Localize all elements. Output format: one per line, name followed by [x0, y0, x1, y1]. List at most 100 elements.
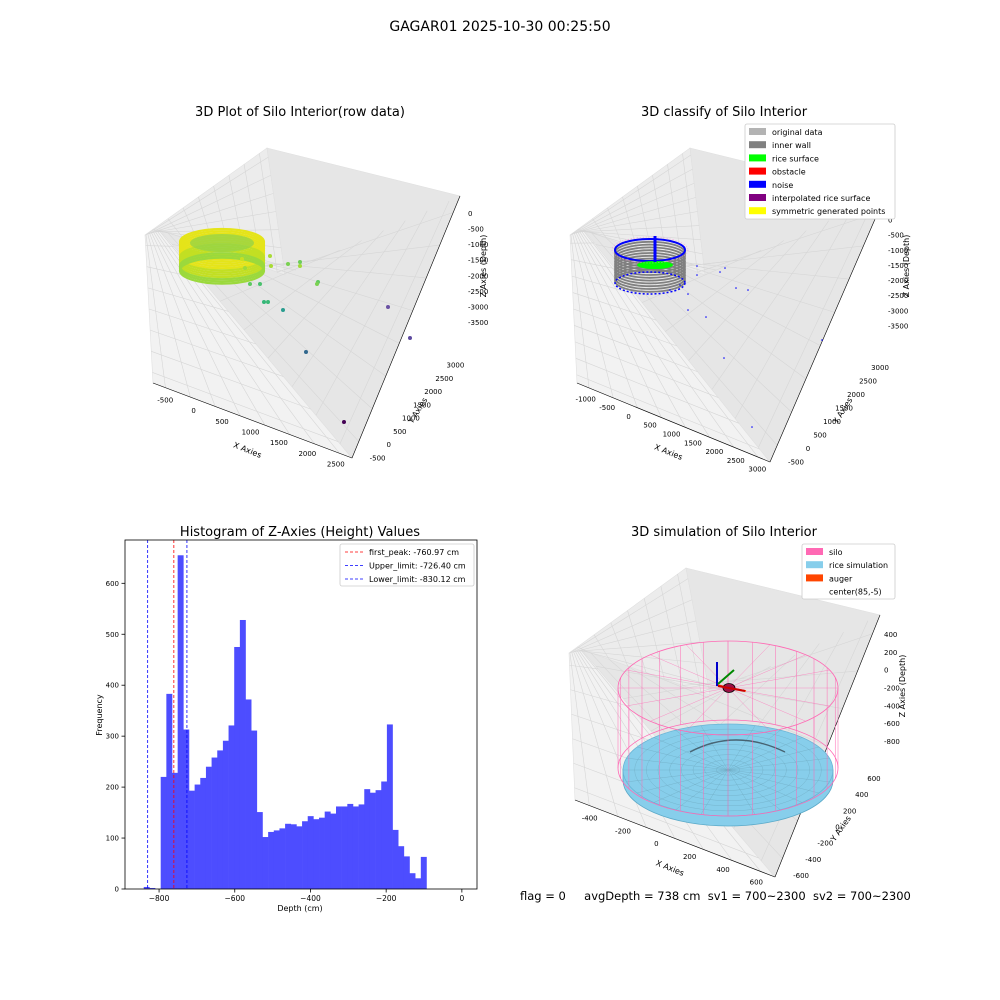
p2-legend-label: noise [772, 181, 793, 190]
p1-y-tick-label: 500 [393, 428, 406, 436]
p1-ring-inner [190, 234, 254, 252]
p4-legend-swatch [806, 548, 823, 555]
p4-axis-x [717, 685, 746, 692]
p1-y-tick-label: 2500 [435, 375, 453, 383]
histogram-bar [268, 831, 275, 889]
p2-grid-z [577, 229, 778, 446]
histogram-bar [279, 828, 286, 889]
p2-legend-swatch [749, 167, 766, 175]
p2-legend-label: inner wall [772, 141, 811, 150]
p2-y-tick-label: 2000 [847, 391, 865, 399]
p4-x-tick-label: -200 [615, 827, 631, 835]
histogram-bar [364, 789, 371, 889]
figure-title: GAGAR01 2025-10-30 00:25:50 [389, 19, 610, 35]
p1-scatter-point [268, 254, 272, 258]
histogram-bar [324, 811, 331, 889]
p2-legend-swatch [749, 194, 766, 201]
histogram-bar [347, 803, 354, 889]
p4-silo-roof-line [626, 687, 729, 707]
p1-grid-yw [219, 250, 340, 302]
histogram-bars [143, 555, 427, 889]
p4-rice-mesh-radial [727, 725, 756, 771]
p2-y-tick-label: 1500 [835, 404, 853, 412]
avg-depth-text: avgDepth = 738 cm [584, 889, 701, 903]
histogram-bar [228, 725, 235, 889]
p1-xlabel: X Axies [232, 440, 263, 459]
p2-z-tick-label: -2000 [888, 277, 908, 285]
p4-x-axis-line [574, 799, 776, 878]
histogram-bar [285, 823, 292, 889]
p4-silo-roof-line [727, 644, 771, 689]
p2-y-tick-label: 2500 [859, 377, 877, 385]
p4-y-tick-label: 200 [843, 807, 856, 815]
p1-scatter-point [258, 282, 262, 286]
p1-y-tick-label: 0 [386, 441, 390, 449]
p4-z-tick-label: 400 [884, 631, 897, 639]
p2-noise-point [687, 293, 689, 295]
p4-y-tick-label: 0 [835, 824, 839, 832]
histogram-bar [313, 819, 320, 889]
p1-scatter-point [386, 305, 390, 309]
p1-z-tick-label: -2500 [468, 288, 488, 296]
p4-grid-z [643, 598, 843, 709]
p4-silo-roof-line [727, 687, 806, 722]
histogram-bar [194, 784, 201, 889]
p2-noise-top [614, 238, 686, 262]
p1-grid-xw [150, 193, 274, 234]
p4-auger [716, 662, 747, 693]
p2-x-tick-label: -500 [599, 404, 615, 412]
histogram-bar [420, 856, 427, 889]
p2-grid-xw [572, 168, 693, 235]
p1-grid-xw [148, 174, 271, 235]
p1-scatter-point [342, 420, 346, 424]
p2-grid-y [581, 230, 735, 448]
p4-grid-y [571, 652, 619, 817]
p2-grid-x [574, 325, 698, 373]
p4-rice-mesh-radial [727, 730, 781, 771]
p2-grid-xw [580, 231, 701, 241]
p4-y-tick-label: 400 [855, 791, 868, 799]
histogram-bar [375, 790, 382, 889]
p1-scatter-point [243, 266, 247, 270]
p2-x-axis-line [576, 382, 771, 463]
p4-grid-z [677, 574, 873, 693]
p2-noise-point [747, 289, 749, 291]
histogram-bar [251, 730, 258, 889]
p2-x-tick-label: 500 [643, 422, 656, 430]
p1-scatter-point [286, 262, 290, 266]
p1-z-tick-label: -500 [468, 225, 484, 233]
p2-noise-point [679, 284, 681, 286]
p2-noise-point [723, 357, 725, 359]
histogram-x-tick-label: −400 [300, 894, 321, 903]
p2-z-axis-line [769, 195, 886, 463]
histogram-y-tick-label: 0 [115, 886, 119, 894]
p2-grid-z [592, 218, 792, 413]
histogram-y-tick-label: 500 [106, 631, 119, 639]
p4-rice-mesh-radial [727, 769, 803, 803]
p1-grid-z [152, 229, 360, 442]
p2-legend-label: original data [772, 128, 823, 137]
p4-rice-mesh-radial [727, 769, 756, 815]
histogram-bar [392, 829, 399, 889]
p4-z-tick-label: 200 [884, 649, 897, 657]
p4-z-tick-label: -200 [884, 685, 900, 693]
p1-scatter-point [248, 282, 252, 286]
p2-grid-yw [642, 250, 762, 303]
p2-z-tick-label: -1500 [888, 262, 908, 270]
p1-grid-z [259, 153, 454, 273]
p1-scatter-point [262, 300, 266, 304]
p2-legend-swatch [749, 180, 766, 188]
p2-grid-xw [573, 183, 695, 234]
histogram-bar [403, 856, 410, 889]
histogram-bar [415, 878, 422, 889]
p2-noise-point [719, 271, 721, 273]
p4-rice-mesh-radial [727, 769, 819, 794]
histogram-bar [234, 646, 241, 889]
p2-x-tick-label: -1000 [576, 395, 596, 403]
p2-x-tick-label: 2500 [727, 457, 745, 465]
p1-grid-y [151, 232, 241, 416]
p2-noise-point [735, 287, 737, 289]
p1-scatter-point [281, 308, 285, 312]
p4-y-tick-label: -400 [805, 856, 821, 864]
histogram-bar [205, 766, 212, 889]
